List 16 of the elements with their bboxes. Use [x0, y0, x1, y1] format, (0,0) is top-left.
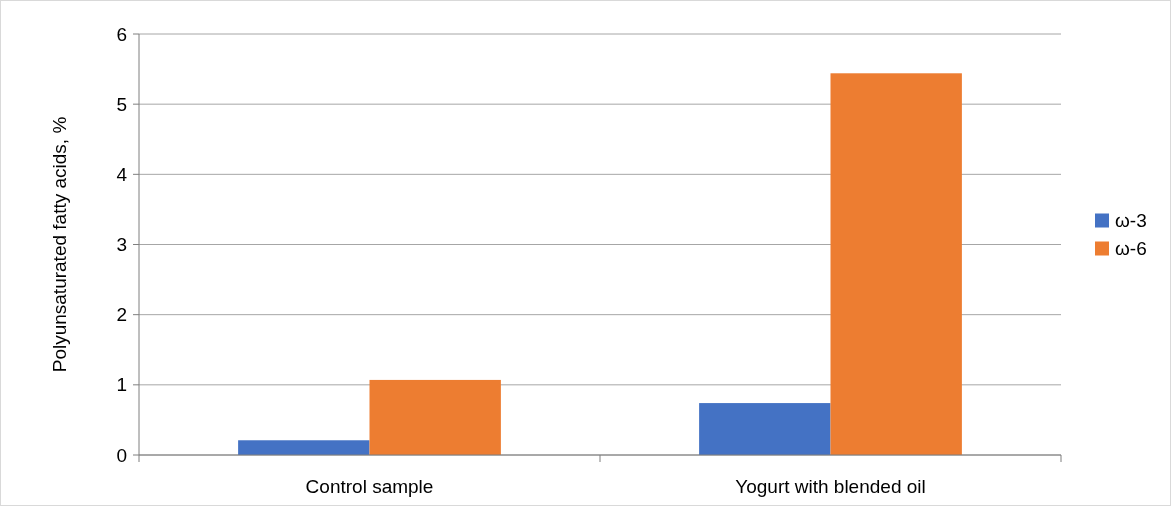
bar [369, 379, 501, 455]
legend-label: ω-3 [1115, 210, 1147, 232]
y-tick-label: 6 [116, 23, 127, 45]
y-tick-label: 5 [116, 93, 127, 115]
y-axis-title: Polyunsaturated fatty acids, % [49, 116, 70, 373]
y-tick-label: 4 [116, 163, 128, 185]
x-tick-label: Yogurt with blended oil [735, 476, 926, 497]
y-tick-label: 2 [116, 304, 127, 326]
y-tick-label: 3 [116, 234, 127, 256]
legend-label: ω-6 [1115, 238, 1147, 260]
x-tick-label: Control sample [305, 476, 434, 497]
bar [830, 73, 962, 455]
bar [238, 440, 370, 455]
y-tick-label: 0 [116, 444, 127, 466]
bar [699, 403, 831, 455]
y-tick-label: 1 [116, 374, 127, 396]
